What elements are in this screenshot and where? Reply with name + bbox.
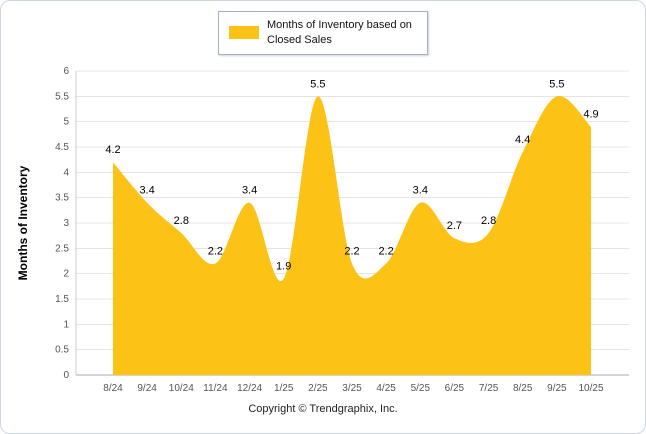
data-label: 5.5 (310, 78, 325, 90)
x-tick-label: 10/25 (578, 383, 603, 394)
x-tick-label: 8/24 (103, 383, 123, 394)
data-label: 2.8 (174, 215, 189, 227)
data-label: 3.4 (139, 185, 154, 197)
y-tick-label: 5 (63, 117, 69, 128)
legend-label: Months of Inventory based on Closed Sale… (267, 19, 412, 46)
x-tick-label: 5/25 (411, 383, 431, 394)
x-tick-label: 11/24 (203, 383, 228, 394)
y-tick-label: 1 (63, 319, 69, 330)
y-tick-label: 4.5 (55, 142, 69, 153)
x-tick-label: 3/25 (342, 383, 362, 394)
data-label: 3.4 (242, 185, 257, 197)
y-tick-label: 3 (63, 218, 69, 229)
y-tick-label: 0.5 (55, 345, 69, 356)
data-label: 1.9 (276, 261, 291, 273)
x-tick-label: 8/25 (513, 383, 533, 394)
data-label: 2.2 (378, 246, 393, 258)
data-label: 2.2 (344, 246, 359, 258)
y-tick-label: 2 (63, 269, 69, 280)
data-label: 2.8 (481, 215, 496, 227)
x-tick-label: 4/25 (376, 383, 396, 394)
x-tick-label: 10/24 (169, 383, 194, 394)
data-label: 4.9 (583, 109, 598, 121)
copyright-text: Copyright © Trendgraphix, Inc. (248, 403, 398, 415)
data-label: 5.5 (549, 78, 564, 90)
y-tick-label: 6 (63, 66, 69, 77)
x-tick-label: 6/25 (445, 383, 465, 394)
data-label: 2.7 (447, 220, 462, 232)
data-label: 4.4 (515, 134, 530, 146)
data-label: 2.2 (208, 246, 223, 258)
legend: Months of Inventory based on Closed Sale… (218, 11, 428, 55)
y-tick-label: 2.5 (55, 243, 69, 254)
x-tick-label: 9/24 (137, 383, 157, 394)
y-tick-label: 0 (63, 370, 69, 381)
legend-swatch-icon (229, 26, 259, 40)
x-tick-label: 7/25 (479, 383, 499, 394)
area-series (113, 95, 591, 375)
y-tick-label: 5.5 (55, 91, 69, 102)
y-tick-label: 3.5 (55, 193, 69, 204)
y-tick-label: 1.5 (55, 294, 69, 305)
x-tick-label: 12/24 (237, 383, 262, 394)
x-tick-label: 9/25 (547, 383, 567, 394)
data-label: 3.4 (413, 185, 428, 197)
data-label: 4.2 (105, 144, 120, 156)
x-tick-label: 1/25 (274, 383, 294, 394)
x-tick-label: 2/25 (308, 383, 328, 394)
y-tick-label: 4 (63, 167, 69, 178)
